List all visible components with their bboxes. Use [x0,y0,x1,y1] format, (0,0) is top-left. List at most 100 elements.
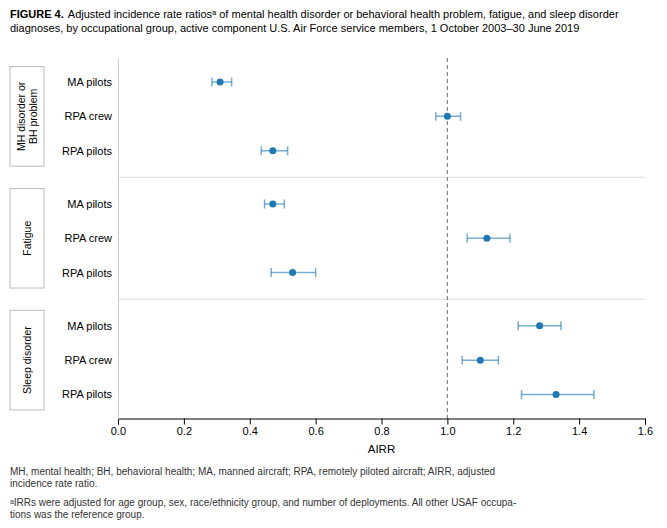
group-box [10,310,44,410]
row-label: RPA crew [65,232,113,244]
ci-cap-high [287,146,289,155]
ci-cap-high [509,234,511,243]
forest-row [521,390,593,399]
x-tick-label: 0.8 [374,425,389,437]
x-tick-label: 0.6 [308,425,323,437]
x-tick-mark [645,419,646,425]
point-estimate [483,235,490,242]
subtitle-line: diagnoses, by occupational group, active… [10,22,579,34]
point-estimate [269,147,276,154]
group-box [10,67,44,167]
row-label: RPA pilots [62,145,112,157]
point-estimate [444,113,451,120]
x-axis-title: AIRR [368,443,395,455]
forest-row [271,268,315,277]
row-label: MA pilots [67,320,112,332]
y-tick: RPA crew [65,232,113,244]
point-estimate [289,269,296,276]
separators [118,177,645,299]
y-tick: MA pilots [67,320,112,332]
x-tick-label: 0.0 [111,425,126,437]
y-tick: RPA crew [65,110,113,122]
x-tick-mark [447,419,448,425]
x-axis-line [119,419,646,425]
x-tick: 1.6 [638,419,653,438]
x-tick-label: 1.2 [506,425,521,437]
point-estimate [553,391,560,398]
forest-row [261,146,287,155]
x-tick-label: 0.2 [177,425,192,437]
point-estimate [477,357,484,364]
ci-cap-high [560,321,562,330]
group-label-line: BH problem [27,88,39,144]
x-tick-mark [316,419,317,425]
point-estimate [536,322,543,329]
ci-cap-low [461,356,463,365]
group-label: Sleep disorder [21,326,33,394]
row-label: RPA crew [65,354,113,366]
y-axis: MA pilots RPA crew RPA pilots MA pilots RPA … [62,59,118,420]
x-tick: 0.6 [308,419,323,438]
y-tick: RPA crew [65,354,113,366]
x-tick-mark [579,419,580,425]
y-tick: MA pilots [67,198,112,210]
forest-row [467,234,510,243]
group-label: Fatigue [21,221,33,256]
x-tick-mark [250,419,251,425]
ci-cap-high [593,390,595,399]
ci-cap-high [460,112,462,121]
forest-row [518,321,561,330]
chart: FIGURE 4.Adjusted incidence rate ratiosᵃ… [0,0,667,528]
x-axis: 0.0 0.2 0.4 0.6 0.8 1.0 1.2 1.4 1.6 [111,419,653,438]
forest-row [462,356,498,365]
ci-cap-high [284,199,286,208]
group-label-line: MH disorder or [15,81,27,151]
point-estimate [269,200,276,207]
footnote: ᵃIRRs were adjusted for age group, sex, … [10,497,516,521]
reference-line [447,58,448,419]
row-label: RPA pilots [62,267,112,279]
ci-cap-high [498,356,500,365]
group-label-line: Sleep disorder [21,326,33,394]
group-box [10,188,44,288]
subtitle: Adjusted incidence rate ratiosᵃ of menta… [10,8,619,34]
title: FIGURE 4. [10,8,64,20]
forest-row [436,112,461,121]
x-tick-label: 1.0 [440,425,455,437]
row-label: RPA pilots [62,388,112,400]
x-tick: 1.0 [440,419,455,438]
x-tick: 0.4 [243,419,258,438]
x-tick-mark [118,419,119,425]
footnote-line: tions was the reference group. [10,509,145,520]
ci-cap-high [315,268,317,277]
x-tick-mark [184,419,185,425]
group-separator [118,177,645,178]
x-tick-label: 1.6 [638,425,653,437]
x-tick: 0.0 [111,419,126,438]
group-label-line: Fatigue [21,221,33,256]
y-tick: RPA pilots [62,145,112,157]
ci-cap-low [261,146,263,155]
footnote-line: MH, mental health; BH, behavioral health… [10,466,495,477]
group-label: MH disorder orBH problem [15,81,39,151]
x-tick: 0.8 [374,419,389,438]
x-tick-mark [513,419,514,425]
group-labels: MH disorder orBH problem Fatigue Sleep dis… [10,67,44,410]
x-tick-label: 1.4 [572,425,587,437]
y-tick: MA pilots [67,76,112,88]
x-tick: 0.2 [177,419,192,438]
x-tick-label: 0.4 [243,425,258,437]
ci-cap-low [270,268,272,277]
y-axis-line [118,59,119,420]
x-tick-mark [382,419,383,425]
point-estimate [217,79,224,86]
footnote-line: incidence rate ratio. [10,478,97,489]
x-tick: 1.4 [572,419,587,438]
ci-cap-low [517,321,519,330]
ci-cap-low [435,112,437,121]
y-tick: RPA pilots [62,388,112,400]
ci-cap-low [211,78,213,87]
ci-cap-low [521,390,523,399]
group-separator [118,299,645,300]
ci-cap-high [231,78,233,87]
